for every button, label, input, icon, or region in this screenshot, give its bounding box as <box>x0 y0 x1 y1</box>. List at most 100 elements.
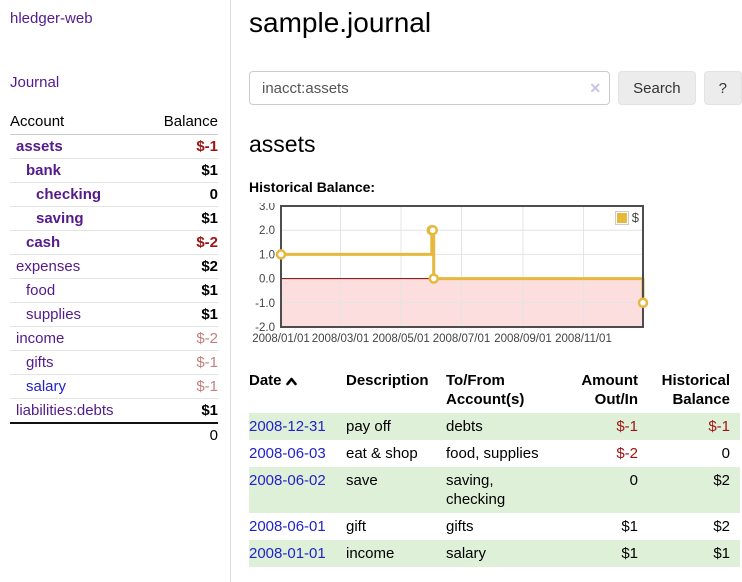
transaction-accounts: saving, checking <box>446 472 506 508</box>
accounts-column-header-account: Account <box>10 110 147 135</box>
column-header-date[interactable]: Date <box>249 369 346 413</box>
account-link-gifts[interactable]: gifts <box>26 354 54 371</box>
accounts-column-header-balance: Balance <box>146 110 218 135</box>
account-balance: $-1 <box>146 350 218 375</box>
transaction-date-link[interactable]: 2008-12-31 <box>249 418 326 435</box>
transaction-description: save <box>346 472 378 489</box>
transaction-balance: $2 <box>713 518 730 535</box>
svg-text:2.0: 2.0 <box>259 225 275 237</box>
account-row: salary $-1 <box>10 374 218 399</box>
svg-text:2008/07/01: 2008/07/01 <box>433 333 491 345</box>
account-row: assets $-1 <box>10 134 218 159</box>
register-rows: 2008-12-31 pay off debts $-1 $-1 2008-06-03 ea… <box>249 413 740 567</box>
svg-text:2008/11/01: 2008/11/01 <box>555 333 612 345</box>
account-balance: $-2 <box>146 230 218 255</box>
help-button[interactable]: ? <box>703 71 742 105</box>
account-row: cash $-2 <box>10 230 218 255</box>
main-content: sample.journal ✕ Search ? assets Histori… <box>232 0 742 582</box>
transaction-accounts: salary <box>446 545 487 562</box>
account-page-title: assets <box>249 131 316 157</box>
register-row: 2008-06-01 gift gifts $1 $2 <box>249 513 740 540</box>
register-row: 2008-06-02 save saving, checking 0 $2 <box>249 467 740 513</box>
account-row: food $1 <box>10 278 218 303</box>
transaction-date-cell: 2008-01-01 <box>249 540 346 567</box>
search-button[interactable]: Search <box>618 71 696 105</box>
svg-text:2008/03/01: 2008/03/01 <box>312 333 370 345</box>
account-row: gifts $-1 <box>10 350 218 375</box>
account-link-saving[interactable]: saving <box>36 210 84 227</box>
transaction-description: income <box>346 545 395 562</box>
historical-balance-chart: 3.0 2.0 1.0 0.0 -1.0 -2.0 2008/01/01 2008/03/01… <box>249 201 649 353</box>
account-link-supplies[interactable]: supplies <box>26 306 82 323</box>
svg-text:2008/01/01: 2008/01/01 <box>252 333 310 345</box>
column-header-accounts: To/From Account(s) <box>446 372 525 408</box>
account-link-food[interactable]: food <box>26 282 56 299</box>
account-link-cash[interactable]: cash <box>26 234 61 251</box>
account-link-checking[interactable]: checking <box>36 186 102 203</box>
transaction-date-link[interactable]: 2008-06-03 <box>249 445 326 462</box>
column-header-description: Description <box>346 372 429 389</box>
page-title: sample.journal <box>249 7 432 38</box>
legend-swatch-icon <box>614 210 629 225</box>
account-row: expenses $2 <box>10 254 218 279</box>
account-link-expenses[interactable]: expenses <box>16 258 81 275</box>
transaction-description: eat & shop <box>346 445 418 462</box>
account-balance: $1 <box>146 278 218 303</box>
transaction-amount: 0 <box>629 472 638 489</box>
transaction-amount: $1 <box>621 545 638 562</box>
transaction-date-link[interactable]: 2008-06-02 <box>249 472 326 489</box>
column-header-amount: Amount Out/In <box>581 372 638 408</box>
transaction-description: gift <box>346 518 367 535</box>
svg-text:-1.0: -1.0 <box>255 298 275 310</box>
account-link-income[interactable]: income <box>16 330 65 347</box>
transaction-date-link[interactable]: 2008-01-01 <box>249 545 326 562</box>
transaction-amount: $1 <box>621 518 638 535</box>
sidebar-item-journal[interactable]: Journal <box>10 74 60 91</box>
accounts-total-value: 0 <box>146 422 218 447</box>
transaction-description: pay off <box>346 418 391 435</box>
svg-text:1.0: 1.0 <box>259 249 275 261</box>
transaction-amount: $-2 <box>616 445 638 462</box>
caret-up-icon <box>285 373 297 390</box>
search-input[interactable] <box>249 71 611 105</box>
register-row: 2008-06-03 eat & shop food, supplies $-2 0 <box>249 440 740 467</box>
chart-heading: Historical Balance: <box>249 179 376 195</box>
account-row: supplies $1 <box>10 302 218 327</box>
account-link-bank[interactable]: bank <box>26 162 62 179</box>
account-balance: $-1 <box>146 134 218 159</box>
svg-text:3.0: 3.0 <box>259 203 275 213</box>
account-link-assets[interactable]: assets <box>16 138 63 155</box>
account-balance: $1 <box>146 158 218 183</box>
column-header-balance: Historical Balance <box>661 372 730 408</box>
search-bar: ✕ Search ? <box>249 71 742 105</box>
account-balance: $1 <box>146 206 218 231</box>
account-link-salary[interactable]: salary <box>26 378 67 395</box>
account-link-liabilities-debts[interactable]: liabilities:debts <box>16 402 114 419</box>
accounts-table: Account Balance assets $-1 bank $1 checking 0… <box>10 110 218 447</box>
account-balance: 0 <box>146 182 218 207</box>
svg-text:2008/09/01: 2008/09/01 <box>494 333 552 345</box>
transaction-date-cell: 2008-06-02 <box>249 467 346 513</box>
transaction-accounts: gifts <box>446 518 474 535</box>
sidebar: hledger-web Journal Account Balance asse… <box>0 0 231 582</box>
transaction-date-link[interactable]: 2008-06-01 <box>249 518 326 535</box>
account-row: income $-2 <box>10 326 218 351</box>
account-row: bank $1 <box>10 158 218 183</box>
svg-text:-2.0: -2.0 <box>255 322 275 334</box>
clear-search-icon[interactable]: ✕ <box>589 80 602 96</box>
account-balance: $2 <box>146 254 218 279</box>
chart-legend: $ <box>614 210 639 225</box>
transaction-balance: $2 <box>713 472 730 489</box>
svg-text:0.0: 0.0 <box>259 274 275 286</box>
svg-text:2008/05/01: 2008/05/01 <box>372 333 430 345</box>
transaction-balance: $-1 <box>708 418 730 435</box>
register-table: Date Description To/From Account(s) Amou… <box>249 369 740 567</box>
transaction-date-cell: 2008-06-01 <box>249 513 346 540</box>
accounts-total-row: 0 <box>10 422 218 447</box>
account-balance: $1 <box>201 402 218 419</box>
account-balance: $-1 <box>146 374 218 399</box>
register-row: 2008-12-31 pay off debts $-1 $-1 <box>249 413 740 440</box>
transaction-balance: $1 <box>713 545 730 562</box>
app-brand-link[interactable]: hledger-web <box>10 10 93 27</box>
